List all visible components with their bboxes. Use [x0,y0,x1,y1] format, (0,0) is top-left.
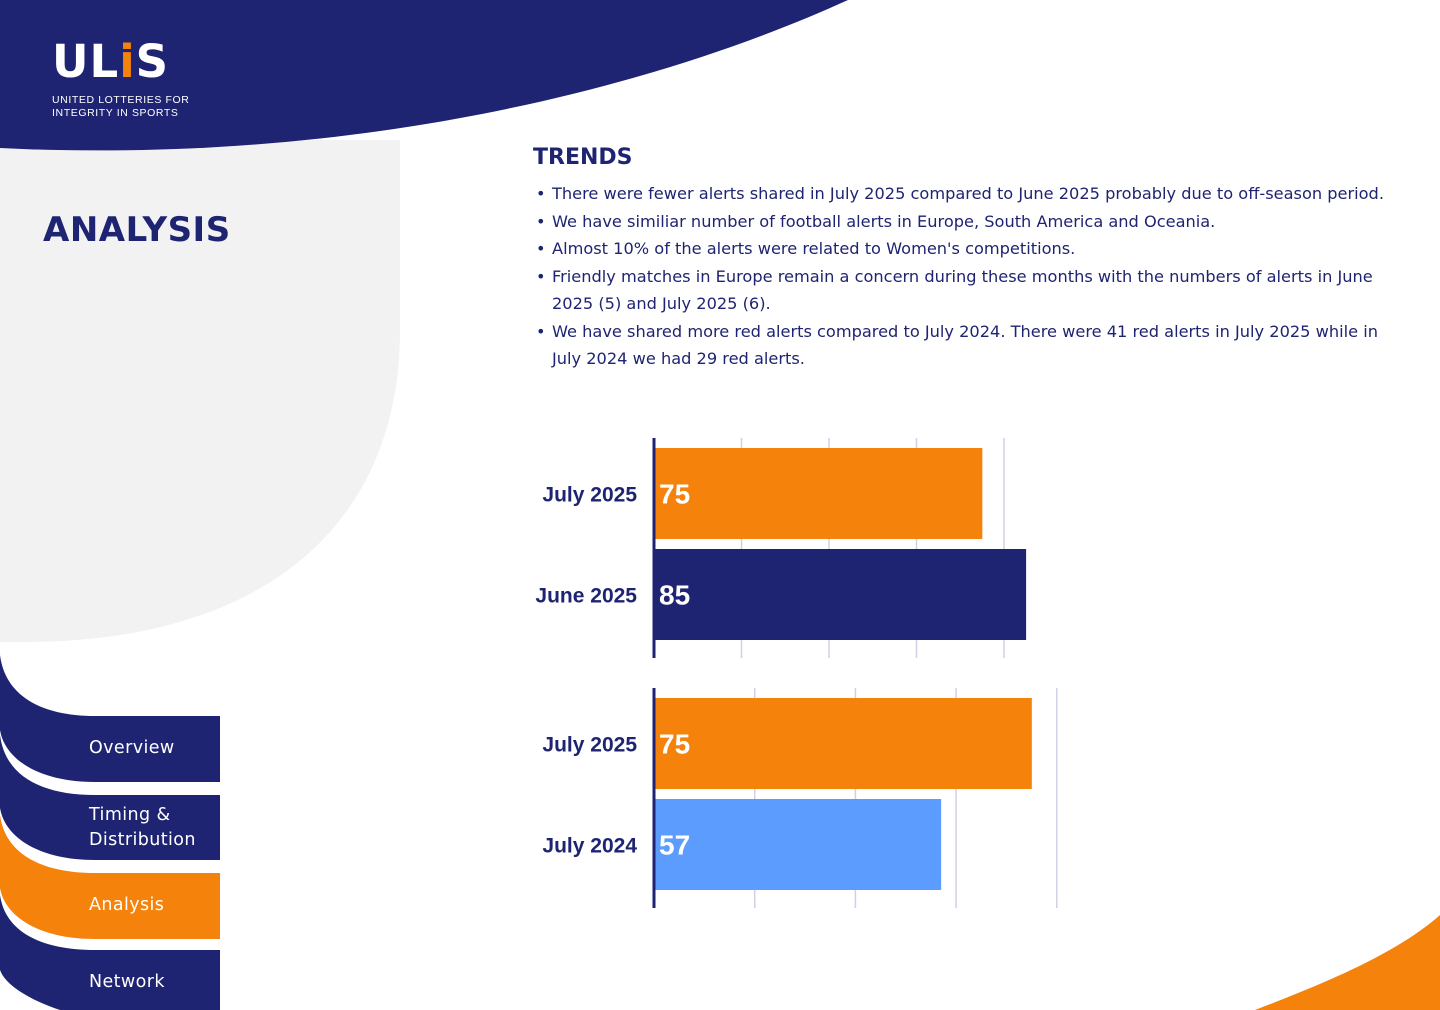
nav-swoosh-analysis [0,815,220,939]
trend-bullet: We have shared more red alerts compared … [536,318,1396,373]
nav-item-timing-distribution[interactable]: Timing & Distribution [89,803,196,853]
left-gray-panel [0,140,400,642]
nav-item-timing-line1: Timing & [89,805,171,825]
logo-letters-l: L [89,35,120,88]
chart-bar [654,799,942,890]
trends-heading: TRENDS [533,145,633,170]
chart-bar [654,448,983,539]
trend-bullet: Almost 10% of the alerts were related to… [536,235,1396,263]
logo-tagline-line1: UNITED LOTTERIES FOR [52,94,190,106]
logo-tagline-line2: INTEGRITY IN SPORTS [52,107,179,119]
chart-category-label: July 2024 [542,835,637,858]
top-navy-banner [0,0,848,151]
logo-letter-s: S [135,35,170,88]
nav-item-network[interactable]: Network [89,972,165,992]
chart-data-label: 75 [659,729,690,760]
nav-item-timing-line2: Distribution [89,830,196,850]
nav-item-overview[interactable]: Overview [89,738,175,758]
chart-bar [654,698,1032,789]
page-title: ANALYSIS [43,210,231,250]
trend-bullet: There were fewer alerts shared in July 2… [536,180,1396,208]
bottom-right-orange-corner [1255,915,1440,1010]
logo-letter-u: U [52,35,90,88]
chart-bar [654,549,1027,640]
chart-data-label: 75 [659,479,690,510]
chart-data-label: 85 [659,580,690,611]
logo-letter-i: i [119,35,136,88]
chart-category-label: July 2025 [542,734,637,757]
nav-swoosh-overview [0,655,220,782]
trends-list: There were fewer alerts shared in July 2… [536,180,1396,373]
chart-data-label: 57 [659,830,690,861]
trend-bullet: Friendly matches in Europe remain a conc… [536,263,1396,318]
chart-category-label: July 2025 [542,484,637,507]
nav-swoosh-timing [0,735,220,860]
trend-bullet: We have similiar number of football aler… [536,208,1396,236]
logo-tagline: UNITED LOTTERIES FOR INTEGRITY IN SPORTS [52,94,189,120]
chart-category-label: June 2025 [535,585,637,608]
nav-swoosh-network [0,895,220,1010]
nav-item-analysis[interactable]: Analysis [89,895,165,915]
